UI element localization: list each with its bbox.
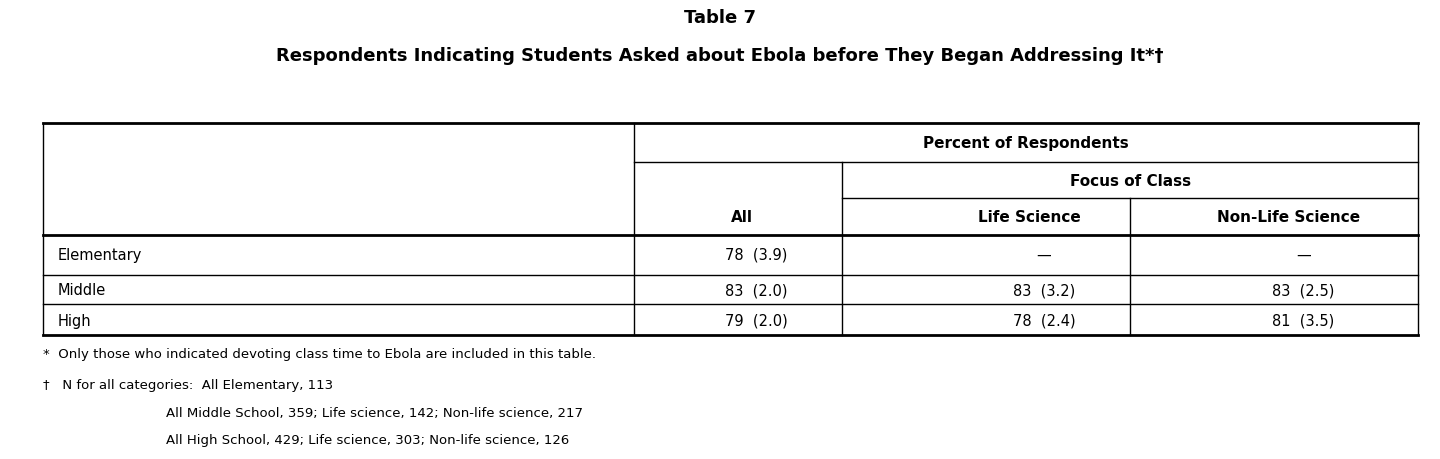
- Text: Percent of Respondents: Percent of Respondents: [923, 136, 1129, 151]
- Text: Table 7: Table 7: [684, 9, 756, 28]
- Text: *  Only those who indicated devoting class time to Ebola are included in this ta: * Only those who indicated devoting clas…: [43, 347, 596, 360]
- Text: Focus of Class: Focus of Class: [1070, 173, 1191, 188]
- Text: 79  (2.0): 79 (2.0): [724, 313, 788, 328]
- Text: Middle: Middle: [58, 283, 107, 297]
- Text: High: High: [58, 313, 91, 328]
- Text: †   N for all categories:  All Elementary, 113: † N for all categories: All Elementary, …: [43, 378, 333, 391]
- Text: Respondents Indicating Students Asked about Ebola before They Began Addressing I: Respondents Indicating Students Asked ab…: [276, 47, 1164, 65]
- Text: 83  (3.2): 83 (3.2): [1012, 283, 1076, 297]
- Text: —: —: [1296, 247, 1310, 262]
- Text: Non-Life Science: Non-Life Science: [1217, 209, 1361, 224]
- Text: —: —: [1037, 247, 1051, 262]
- Text: Life Science: Life Science: [978, 209, 1081, 224]
- Text: 81  (3.5): 81 (3.5): [1272, 313, 1335, 328]
- Text: 78  (3.9): 78 (3.9): [724, 247, 788, 262]
- Text: All Middle School, 359; Life science, 142; Non-life science, 217: All Middle School, 359; Life science, 14…: [166, 407, 583, 420]
- Text: 83  (2.5): 83 (2.5): [1272, 283, 1335, 297]
- Text: All: All: [730, 209, 753, 224]
- Text: 78  (2.4): 78 (2.4): [1012, 313, 1076, 328]
- Text: All High School, 429; Life science, 303; Non-life science, 126: All High School, 429; Life science, 303;…: [166, 433, 569, 446]
- Text: Elementary: Elementary: [58, 247, 143, 262]
- Text: 83  (2.0): 83 (2.0): [724, 283, 788, 297]
